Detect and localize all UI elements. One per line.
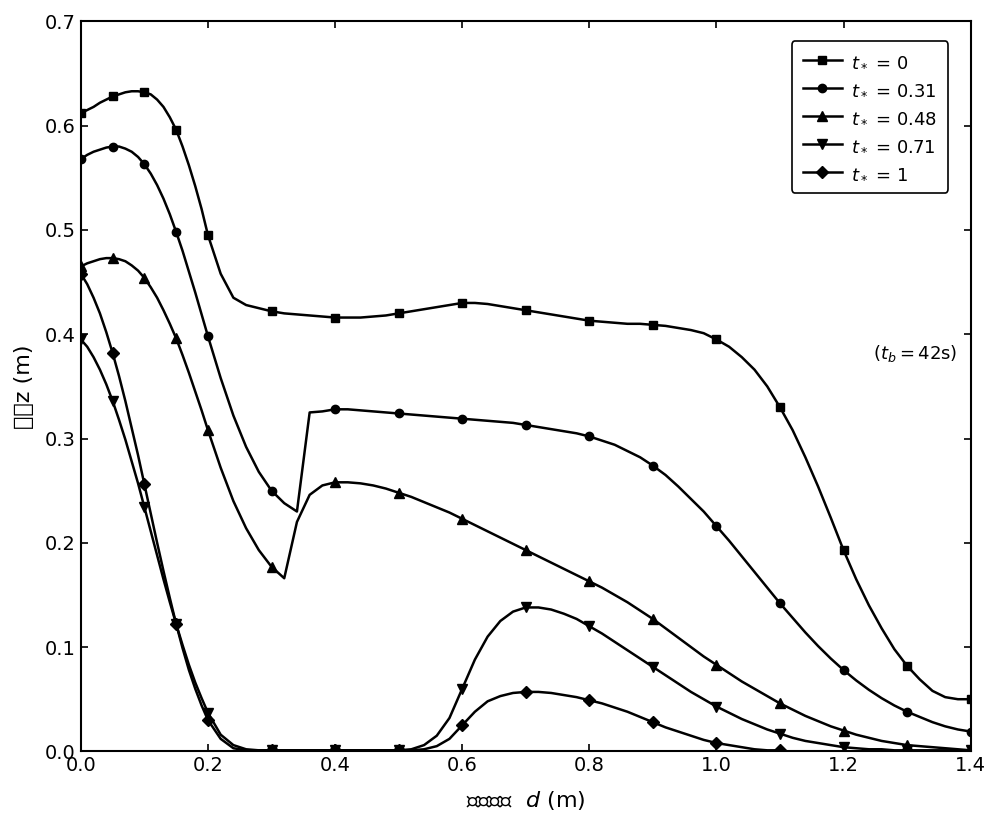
- Y-axis label: 高度z (m): 高度z (m): [14, 344, 34, 429]
- Text: $(t_b = 42\mathrm{s})$: $(t_b = 42\mathrm{s})$: [873, 343, 957, 363]
- X-axis label: 纵向距离  $d$ (m): 纵向距离 $d$ (m): [466, 789, 585, 812]
- Legend: $t_*$ = 0, $t_*$ = 0.31, $t_*$ = 0.48, $t_*$ = 0.71, $t_*$ = 1: $t_*$ = 0, $t_*$ = 0.31, $t_*$ = 0.48, $…: [792, 41, 948, 192]
